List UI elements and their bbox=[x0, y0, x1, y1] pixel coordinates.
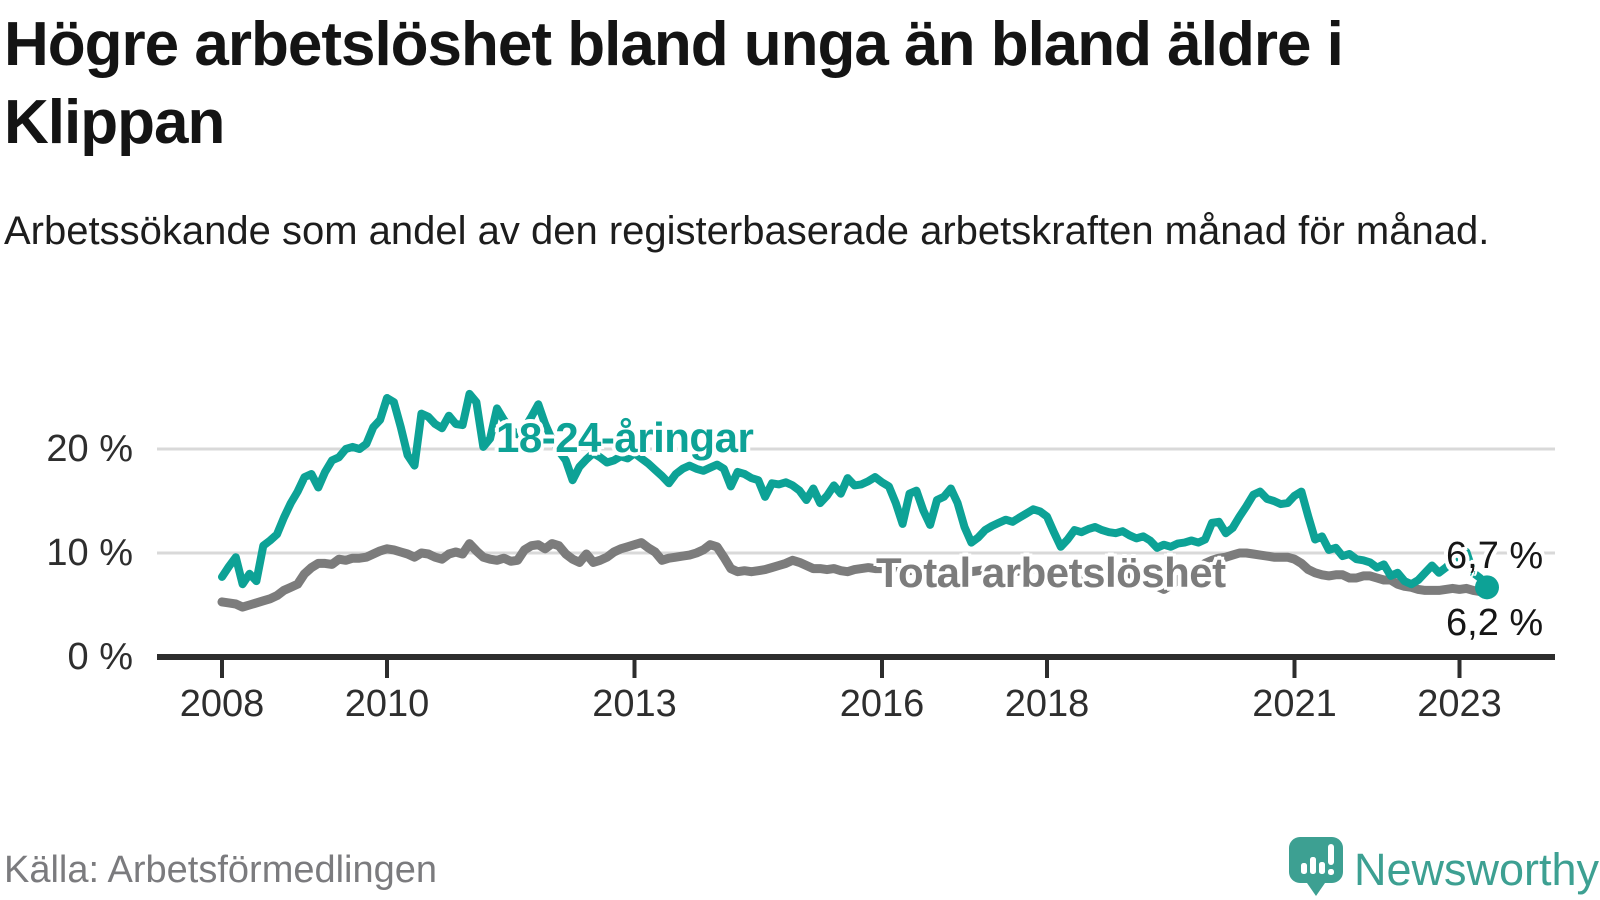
x-tick-label: 2018 bbox=[1004, 683, 1090, 725]
x-tick-label: 2021 bbox=[1252, 683, 1337, 725]
y-tick-label: 10 % bbox=[46, 532, 133, 574]
x-tick-label: 2008 bbox=[179, 683, 265, 725]
y-tick-label: 20 % bbox=[46, 428, 133, 470]
newsworthy-logo-icon bbox=[1289, 837, 1343, 896]
end-value-label-total: 6,2 % bbox=[1446, 602, 1544, 644]
newsworthy-logo[interactable]: Newsworthy bbox=[1288, 836, 1600, 898]
x-tick-label: 2023 bbox=[1417, 683, 1502, 725]
series-label-total: Total arbetslöshet bbox=[876, 549, 1226, 596]
series-end-dot bbox=[1475, 575, 1499, 600]
x-tick-label: 2010 bbox=[344, 683, 430, 725]
series-line-18-24-åringar bbox=[218, 389, 1491, 592]
y-tick-label: 0 % bbox=[67, 636, 133, 678]
newsworthy-logo-text: Newsworthy bbox=[1354, 844, 1600, 895]
series-line-Total arbetslöshet bbox=[217, 538, 1492, 612]
end-value-label-youth: 6,7 % bbox=[1446, 535, 1544, 577]
x-tick-label: 2016 bbox=[839, 683, 925, 725]
chart-subtitle: Arbetssökande som andel av den registerb… bbox=[4, 209, 1490, 253]
page-title: Högre arbetslöshet bland unga än bland ä… bbox=[4, 10, 1344, 158]
series-label-youth: 18-24-åringar bbox=[496, 414, 754, 461]
x-tick-label: 2013 bbox=[592, 683, 677, 725]
source-credit: Källa: Arbetsförmedlingen bbox=[4, 849, 438, 891]
